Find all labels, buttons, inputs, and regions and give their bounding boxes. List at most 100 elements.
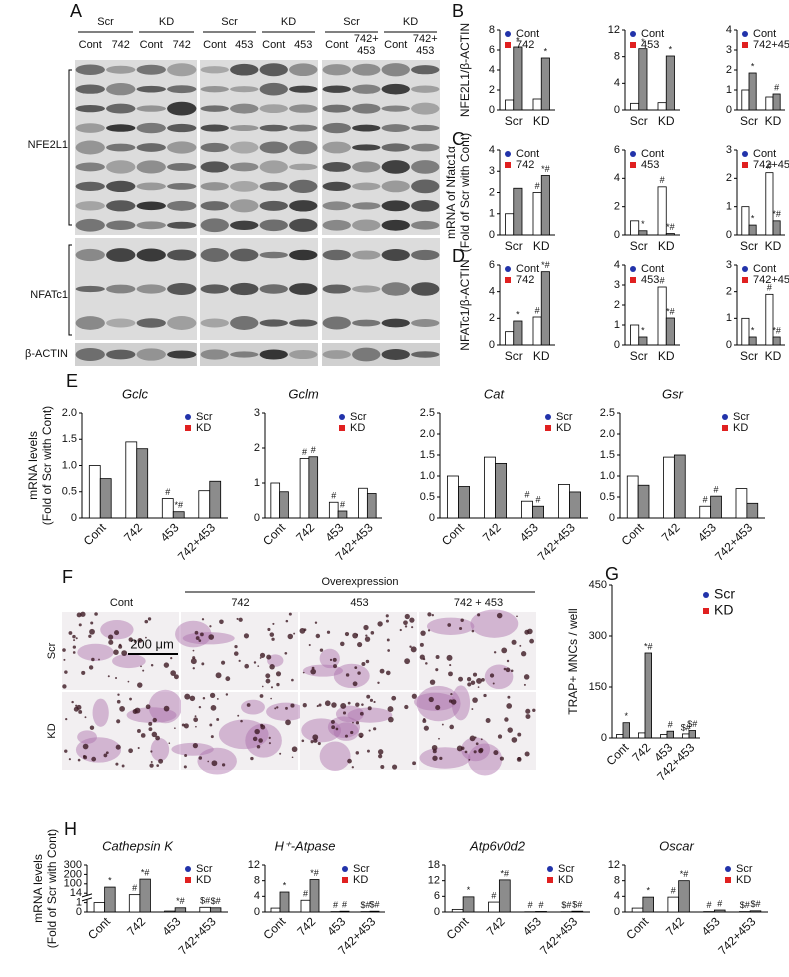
particle bbox=[435, 668, 439, 672]
legend-marker bbox=[547, 877, 553, 883]
legend-marker bbox=[742, 42, 748, 48]
annotation: # bbox=[660, 275, 665, 285]
particle bbox=[116, 699, 121, 704]
blot-band bbox=[381, 160, 410, 174]
particle bbox=[388, 716, 394, 723]
blot-band bbox=[259, 219, 288, 232]
particle bbox=[192, 649, 195, 652]
annotation: $# bbox=[200, 896, 210, 906]
blot-band bbox=[230, 63, 259, 76]
bar bbox=[270, 482, 281, 519]
blot-band bbox=[200, 142, 229, 153]
legend-label: Scr bbox=[558, 863, 575, 875]
blot-band bbox=[352, 285, 381, 293]
legend-marker bbox=[630, 277, 636, 283]
annotation: *# bbox=[666, 306, 675, 316]
legend-label: Scr bbox=[350, 411, 367, 423]
bar bbox=[571, 910, 584, 913]
bar bbox=[638, 336, 648, 346]
cell bbox=[245, 723, 282, 758]
particle bbox=[347, 758, 352, 764]
blot-band bbox=[352, 319, 381, 327]
legend-marker bbox=[630, 266, 636, 272]
lane-label: Cont bbox=[203, 39, 226, 51]
y-axis-label: mRNA of Nfatc1α bbox=[444, 146, 458, 239]
legend-label: 453 bbox=[641, 39, 659, 51]
legend-marker bbox=[630, 31, 636, 37]
lane-label: Cont bbox=[262, 39, 285, 51]
particle bbox=[77, 758, 81, 762]
y-tick-label: 14 bbox=[70, 887, 82, 899]
particle bbox=[72, 645, 76, 649]
blot-band bbox=[352, 161, 381, 173]
blot-band bbox=[230, 248, 259, 262]
particle bbox=[510, 669, 514, 673]
x-tick-label: Scr bbox=[505, 349, 523, 363]
particle bbox=[460, 746, 465, 750]
particle bbox=[64, 749, 68, 753]
particle bbox=[62, 648, 66, 652]
annotation: *# bbox=[666, 222, 675, 232]
particle bbox=[260, 723, 264, 727]
y-axis-label: mRNA levels bbox=[31, 854, 45, 923]
bar bbox=[337, 510, 348, 519]
legend-label: KD bbox=[196, 422, 211, 434]
legend-marker bbox=[703, 592, 709, 598]
cell bbox=[319, 741, 351, 771]
annotation: $# bbox=[740, 900, 750, 910]
particle bbox=[84, 716, 87, 719]
particle bbox=[285, 706, 288, 710]
bar bbox=[88, 465, 101, 519]
particle bbox=[114, 677, 118, 680]
particle bbox=[265, 673, 271, 679]
particle bbox=[303, 628, 307, 632]
bar bbox=[172, 511, 185, 519]
cell bbox=[267, 654, 284, 667]
y-tick-label: 1.0 bbox=[62, 459, 77, 471]
y-tick-label: 0 bbox=[614, 229, 620, 241]
y-tick-label: 3 bbox=[254, 407, 260, 419]
y-tick-label: 2 bbox=[726, 286, 732, 298]
particle bbox=[473, 750, 477, 754]
blot-band bbox=[136, 201, 166, 211]
bar bbox=[328, 501, 339, 519]
particle bbox=[366, 694, 371, 699]
y-tick-label: 0 bbox=[76, 906, 82, 918]
bar bbox=[749, 910, 762, 913]
particle bbox=[517, 732, 522, 737]
lane-label: 742+ bbox=[413, 33, 438, 45]
particle bbox=[449, 664, 452, 667]
particle bbox=[148, 721, 153, 726]
particle bbox=[313, 738, 318, 743]
y-tick-label: 1.5 bbox=[420, 449, 435, 461]
particle bbox=[472, 697, 478, 703]
annotation: $# bbox=[681, 722, 691, 732]
particle bbox=[198, 756, 203, 760]
particle bbox=[198, 705, 202, 709]
annotation: # bbox=[311, 445, 316, 455]
particle bbox=[254, 728, 260, 735]
particle bbox=[524, 629, 530, 635]
particle bbox=[211, 760, 218, 767]
particle bbox=[82, 743, 89, 750]
blot-band bbox=[230, 351, 259, 358]
particle bbox=[345, 673, 350, 677]
blot-band bbox=[136, 160, 166, 174]
bar bbox=[622, 722, 630, 739]
legend-marker bbox=[505, 162, 511, 168]
blot-band bbox=[200, 105, 229, 112]
x-tick-label: KD bbox=[658, 239, 675, 253]
particle bbox=[108, 639, 114, 645]
annotation: # bbox=[333, 900, 338, 910]
particle bbox=[270, 686, 274, 689]
particle bbox=[403, 620, 408, 626]
y-axis-label: (Fold of Scr with Cont) bbox=[45, 829, 59, 948]
blot-band bbox=[322, 122, 351, 134]
blot-band bbox=[289, 124, 318, 132]
blot-band bbox=[289, 283, 318, 295]
legend-marker bbox=[505, 31, 511, 37]
particle bbox=[385, 614, 389, 618]
particle bbox=[355, 751, 360, 755]
panel-label: G bbox=[605, 564, 619, 584]
particle bbox=[192, 743, 198, 749]
